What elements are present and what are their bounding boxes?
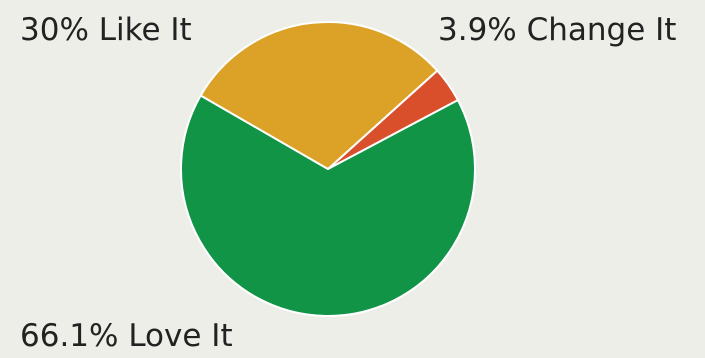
slice-label-change-it: 3.9% Change It (438, 12, 677, 48)
pie-slice-love-it (180, 94, 476, 317)
slice-label-love-it: 66.1% Love It (20, 318, 233, 354)
pie-slice-like-it (199, 21, 439, 170)
slice-label-like-it: 30% Like It (20, 12, 192, 48)
